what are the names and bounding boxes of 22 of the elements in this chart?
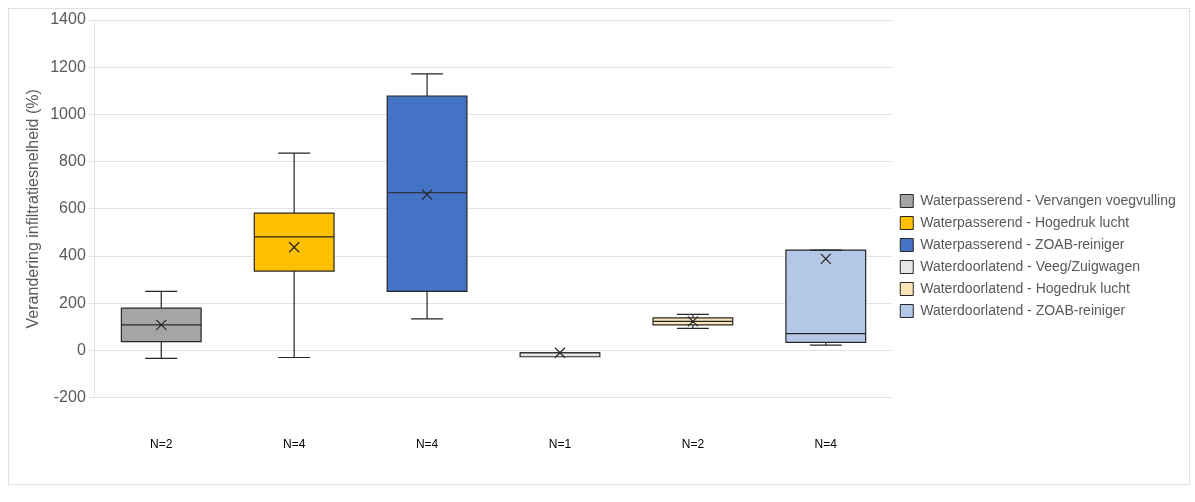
legend-label: Waterdoorlatend - ZOAB-reiniger	[920, 301, 1126, 318]
legend-label: Waterpasserend - ZOAB-reiniger	[920, 235, 1125, 252]
y-tick-label: 800	[59, 152, 86, 170]
y-tick-label: 0	[76, 340, 86, 358]
legend-label: Waterdoorlatend - Veeg/Zuigwagen	[920, 257, 1140, 274]
y-tick-label: 1200	[50, 57, 86, 75]
y-tick-label: -200	[53, 388, 86, 406]
legend-label: Waterdoorlatend - Hogedruk lucht	[920, 279, 1130, 296]
y-tick-label: 1400	[50, 10, 86, 28]
y-tick-label: 400	[59, 246, 86, 264]
legend-label: Waterpasserend - Hogedruk lucht	[920, 213, 1130, 230]
x-tick-label: N=4	[415, 437, 439, 452]
y-tick-label: 1000	[50, 104, 86, 122]
y-tick-label: 200	[59, 293, 86, 311]
x-tick-label: N=4	[814, 437, 838, 452]
x-tick-label: N=2	[150, 437, 173, 452]
y-axis-title: Verandering infiltratiesnelheid (%)	[24, 89, 42, 329]
legend-label: Waterpasserend - Vervangen voegvulling	[920, 191, 1176, 208]
x-tick-label: N=4	[282, 437, 306, 452]
x-tick-label: N=2	[681, 437, 705, 452]
x-tick-label: N=1	[548, 437, 572, 452]
y-tick-label: 600	[59, 199, 86, 217]
